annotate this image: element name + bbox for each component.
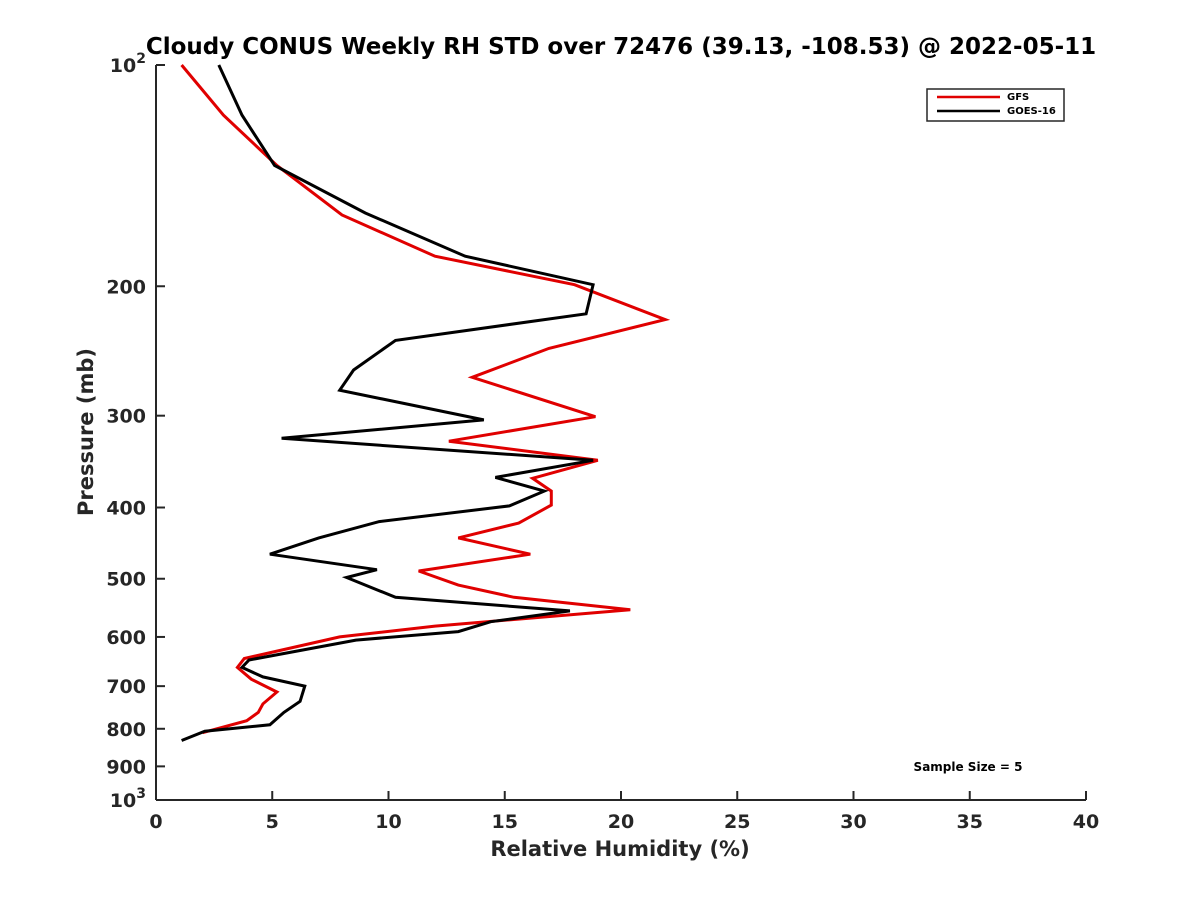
y-tick-label: 700 bbox=[106, 676, 146, 698]
x-tick-label: 40 bbox=[1073, 811, 1099, 833]
chart-title: Cloudy CONUS Weekly RH STD over 72476 (3… bbox=[146, 34, 1096, 60]
x-tick-label: 30 bbox=[840, 811, 866, 833]
x-axis-title: Relative Humidity (%) bbox=[490, 837, 749, 861]
x-tick-label: 25 bbox=[724, 811, 750, 833]
legend-label-gfs: GFS bbox=[1007, 92, 1029, 103]
y-tick-label: 200 bbox=[106, 276, 146, 298]
y-tick-label-exponent: 3 bbox=[136, 786, 146, 802]
x-axis-ticks: 0 5 10 15 20 25 30 35 40 bbox=[149, 791, 1099, 833]
y-tick-label: 102 bbox=[110, 51, 146, 77]
x-tick-label: 10 bbox=[375, 811, 401, 833]
y-tick-label: 800 bbox=[106, 719, 146, 741]
y-tick-label: 300 bbox=[106, 406, 146, 428]
y-tick-label: 900 bbox=[106, 756, 146, 778]
x-tick-label: 15 bbox=[492, 811, 518, 833]
y-tick-label: 600 bbox=[106, 627, 146, 649]
series-line-gfs bbox=[180, 64, 671, 735]
x-tick-label: 5 bbox=[266, 811, 279, 833]
legend-label-goes-16: GOES-16 bbox=[1007, 106, 1056, 117]
sample-size-annotation: Sample Size = 5 bbox=[914, 760, 1023, 774]
y-tick-label-exponent: 2 bbox=[136, 51, 146, 67]
series-lines bbox=[180, 64, 671, 742]
y-tick-label: 103 bbox=[110, 786, 146, 812]
x-tick-label: 20 bbox=[608, 811, 634, 833]
y-tick-label: 400 bbox=[106, 498, 146, 520]
y-tick-label-base: 10 bbox=[110, 790, 136, 812]
x-tick-label: 0 bbox=[149, 811, 162, 833]
y-axis-title: Pressure (mb) bbox=[74, 348, 98, 516]
legend: GFS GOES-16 bbox=[926, 88, 1065, 122]
series-line-goes-16 bbox=[181, 64, 595, 742]
y-tick-label-base: 10 bbox=[110, 55, 136, 77]
x-tick-label: 35 bbox=[957, 811, 983, 833]
legend-box bbox=[926, 88, 1065, 122]
y-tick-label: 500 bbox=[106, 569, 146, 591]
